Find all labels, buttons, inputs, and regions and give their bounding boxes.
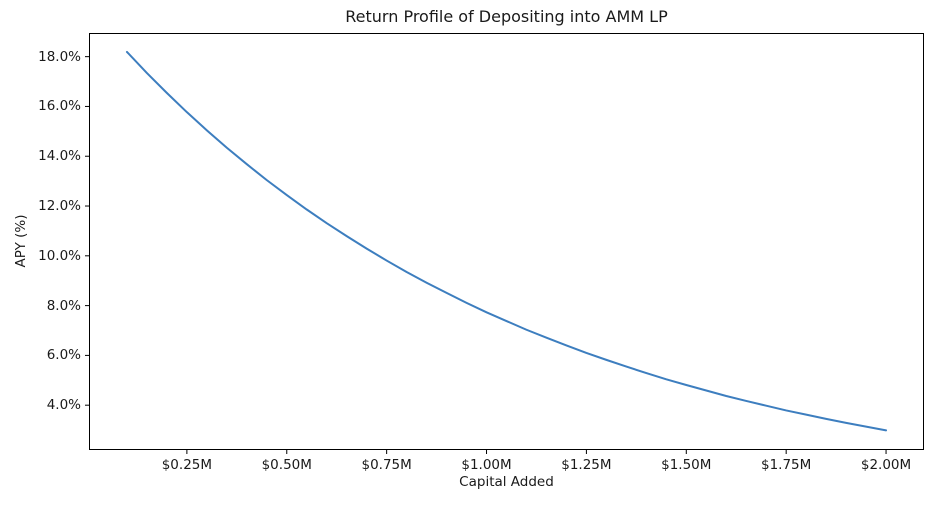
x-tick-label: $1.25M [561,457,612,473]
y-tick-label: 16.0% [38,98,81,115]
x-tick-label: $1.00M [461,457,512,473]
x-tick-label: $0.75M [361,457,412,473]
y-tick-label: 10.0% [38,247,81,264]
y-tick-label: 12.0% [38,198,81,215]
x-tick-label: $1.75M [761,457,812,473]
series-line [125,50,888,432]
plot-border [89,33,924,450]
y-tick-label: 14.0% [38,148,81,165]
x-tick-label: $0.50M [261,457,312,473]
y-tick-label: 4.0% [46,397,81,414]
x-tick-label: $2.00M [860,457,912,473]
y-tick-label: 8.0% [46,297,81,314]
chart-title: Return Profile of Depositing into AMM LP [345,7,668,26]
y-tick-label: 18.0% [38,48,81,65]
x-tick-label: $1.50M [661,457,712,473]
y-tick-label: 6.0% [46,347,81,364]
x-tick-label: $0.25M [161,457,213,473]
x-axis-title: Capital Added [459,474,554,490]
